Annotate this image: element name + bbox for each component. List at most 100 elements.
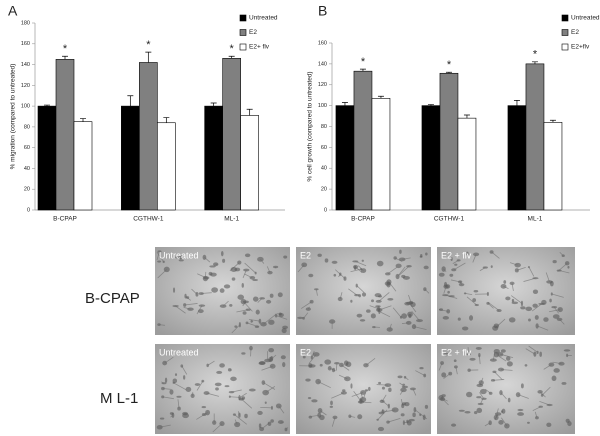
cell-network — [243, 301, 253, 312]
legend-label: E2+flv — [571, 44, 590, 51]
cell-network — [559, 319, 565, 325]
cell — [307, 397, 312, 400]
cell-network — [338, 374, 348, 380]
bar — [507, 105, 527, 211]
cell-network — [543, 364, 552, 370]
cell-network — [350, 268, 362, 273]
cell — [264, 401, 267, 404]
cell — [399, 249, 402, 254]
cell-network — [455, 366, 458, 375]
x-tick-label: B-CPAP — [53, 216, 77, 223]
x-tick-label: CGTHW-1 — [133, 216, 164, 223]
cell-network — [399, 382, 406, 388]
error-bar — [62, 55, 68, 60]
cell-network — [161, 381, 165, 384]
image-label: E2 + flv — [441, 347, 472, 357]
cell-network — [335, 363, 338, 371]
cell — [224, 385, 230, 388]
panel-label: A — [8, 3, 18, 19]
error-bar — [163, 117, 170, 123]
cell — [258, 423, 262, 429]
cell — [366, 309, 371, 313]
cell — [442, 316, 449, 320]
cell — [538, 302, 546, 305]
cell — [520, 383, 524, 389]
cell — [198, 292, 204, 295]
legend-swatch — [239, 29, 247, 36]
cell-network — [494, 371, 503, 381]
cell-network — [317, 381, 331, 389]
cell — [230, 267, 238, 272]
significance-marker: * — [361, 56, 366, 68]
error-bar — [145, 51, 152, 63]
cell — [498, 420, 504, 425]
cell-network — [263, 314, 276, 325]
cell-network — [331, 417, 336, 427]
cell — [311, 399, 318, 403]
cell — [244, 253, 251, 258]
image-label: E2 + flv — [441, 250, 472, 260]
bar — [525, 63, 545, 211]
cell-network — [387, 418, 401, 423]
significance-marker: * — [63, 43, 68, 55]
cell — [209, 265, 216, 268]
cell — [244, 413, 248, 419]
cell — [308, 363, 313, 368]
cell-network — [394, 257, 403, 262]
cell — [345, 361, 352, 368]
cell-network — [244, 273, 253, 279]
x-tick-label: ML-1 — [224, 216, 239, 223]
cell-network — [229, 396, 240, 398]
cell — [282, 361, 286, 368]
cell-network — [389, 323, 392, 330]
cell-network — [183, 306, 191, 310]
row-label: M L-1 — [100, 390, 138, 407]
cell-network — [201, 292, 212, 294]
cell — [370, 313, 376, 319]
cell-network — [236, 309, 249, 313]
cell-network — [511, 283, 514, 291]
cell-network — [191, 288, 198, 295]
cell — [169, 412, 174, 415]
cell-network — [442, 398, 449, 406]
cell-network — [500, 392, 507, 400]
cell-network — [204, 257, 211, 263]
cell-network — [479, 377, 484, 386]
cell — [520, 306, 526, 310]
cell — [357, 414, 363, 420]
cell-network — [248, 318, 260, 322]
cell-network — [399, 389, 404, 395]
cell — [159, 417, 165, 420]
cell — [269, 293, 274, 298]
micrograph: E2 + flv — [437, 344, 575, 434]
cell-network — [356, 285, 365, 293]
cell-network — [479, 392, 485, 400]
cell — [475, 346, 482, 350]
cell — [173, 287, 176, 293]
cell — [422, 414, 426, 420]
cell-network — [308, 354, 317, 364]
cell-network — [164, 356, 174, 364]
cell-network — [404, 376, 409, 381]
cell-network — [246, 322, 259, 328]
cell-network — [411, 310, 420, 321]
error-bar — [549, 119, 556, 123]
error-bar — [531, 61, 538, 64]
error-bar — [463, 114, 470, 119]
cell — [280, 355, 286, 360]
cell-network — [263, 382, 276, 390]
cell — [476, 383, 484, 388]
cell — [220, 250, 224, 257]
cell — [465, 251, 469, 256]
cell — [376, 260, 384, 267]
cell — [543, 317, 549, 322]
cell — [388, 387, 392, 392]
cell-network — [266, 266, 271, 273]
error-bar — [513, 100, 520, 106]
bar — [457, 117, 477, 211]
cell — [361, 292, 367, 297]
cell — [451, 423, 457, 427]
cell-network — [234, 414, 248, 425]
cell — [252, 296, 259, 302]
cell — [546, 280, 553, 284]
